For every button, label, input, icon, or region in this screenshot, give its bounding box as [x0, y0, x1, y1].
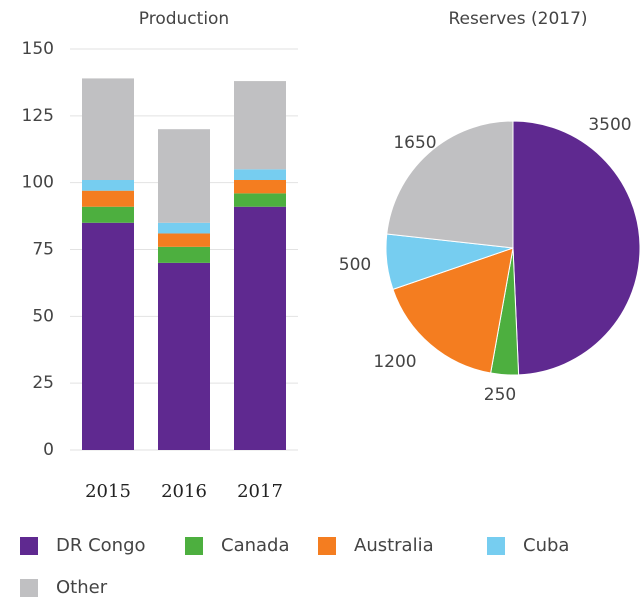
legend-label: Australia	[354, 535, 434, 556]
bar-segment	[234, 179, 286, 194]
pie-label: 250	[484, 385, 516, 405]
y-tick-label: 150	[22, 39, 54, 59]
bar-segment	[158, 129, 210, 223]
pie-label: 500	[339, 255, 371, 275]
x-tick-label: 2016	[161, 481, 207, 502]
y-tick-label: 25	[32, 373, 54, 393]
legend-label: Canada	[221, 535, 290, 556]
bar-segment	[234, 81, 286, 170]
bar-title: Production	[139, 9, 229, 29]
bar-segment	[158, 246, 210, 263]
bar-segment	[158, 222, 210, 234]
legend-label: Cuba	[523, 535, 569, 556]
bar-segment	[82, 78, 134, 180]
bar-segment	[234, 169, 286, 180]
y-tick-label: 50	[32, 306, 54, 326]
legend-swatch	[20, 579, 38, 597]
pie-label: 1200	[373, 352, 416, 372]
legend-swatch	[318, 537, 336, 555]
x-tick-label: 2015	[85, 481, 131, 502]
bar-segment	[82, 206, 134, 223]
legend-label: Other	[56, 577, 108, 598]
legend-label: DR Congo	[56, 535, 146, 556]
y-tick-label: 75	[32, 240, 54, 260]
x-tick-label: 2017	[237, 481, 283, 502]
legend-swatch	[20, 537, 38, 555]
pie-slice	[512, 120, 640, 376]
bar-segment	[82, 179, 134, 191]
legend-swatch	[185, 537, 203, 555]
bar-segment	[234, 206, 286, 450]
y-tick-label: 0	[43, 440, 54, 460]
y-tick-label: 125	[22, 106, 54, 126]
pie-label: 3500	[588, 115, 631, 135]
bar-segment	[82, 222, 134, 450]
bar-segment	[234, 193, 286, 207]
legend-swatch	[487, 537, 505, 555]
bar-segment	[158, 233, 210, 247]
pie-slice	[386, 120, 514, 249]
pie-label: 1650	[393, 133, 436, 153]
bar-segment	[158, 262, 210, 450]
bar-segment	[82, 190, 134, 207]
pie-title: Reserves (2017)	[448, 9, 587, 29]
y-tick-label: 100	[22, 173, 54, 193]
